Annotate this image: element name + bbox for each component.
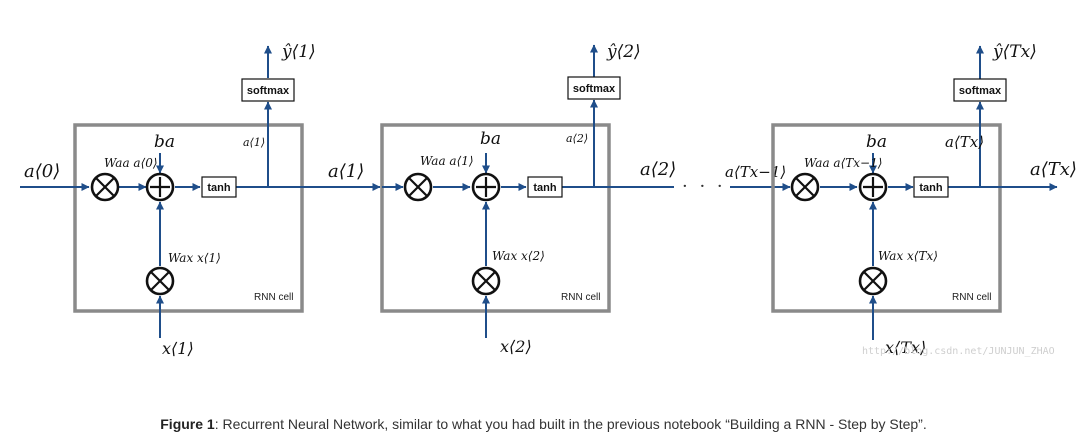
softmax-label: softmax — [959, 85, 1002, 97]
tanh-label: tanh — [207, 182, 231, 194]
softmax-label: softmax — [573, 83, 616, 95]
hidden-state-label: a⟨1⟩ — [243, 136, 265, 149]
figure-caption: Figure 1: Recurrent Neural Network, simi… — [0, 416, 1087, 432]
waa-term-label: Waa a⟨0⟩ — [104, 156, 158, 170]
wax-term-label: Wax x⟨2⟩ — [492, 249, 545, 263]
y-hat-label: ŷ⟨1⟩ — [281, 42, 316, 62]
cell-label: RNN cell — [254, 292, 293, 303]
x-input-label: x⟨Tx⟩ — [885, 338, 926, 357]
ellipsis: · · · — [682, 176, 726, 197]
cell-label: RNN cell — [952, 292, 991, 303]
tanh-label: tanh — [919, 182, 943, 194]
softmax-box — [953, 78, 1007, 102]
state-label-2: a⟨2⟩ — [640, 159, 676, 180]
wax-term-label: Wax x⟨Tx⟩ — [878, 249, 938, 263]
rnn-diagram: RNN cell tanh softmax ŷ⟨1⟩ a⟨1⟩ ba Waa a… — [20, 42, 1077, 358]
wax-term-label: Wax x⟨1⟩ — [168, 251, 221, 265]
y-hat-label: ŷ⟨2⟩ — [606, 42, 641, 62]
initial-state-label: a⟨0⟩ — [24, 161, 60, 182]
cell-frame — [380, 123, 611, 313]
multiply-icon — [863, 271, 883, 291]
bias-label: ba — [154, 132, 175, 152]
state-label-tx-1: a⟨Tx−1⟩ — [725, 163, 786, 181]
state-label-1: a⟨1⟩ — [328, 161, 364, 182]
watermark: http://blog.csdn.net/JUNJUN_ZHAO — [862, 346, 1055, 357]
multiply-icon — [95, 177, 115, 197]
rnn-cell-tx: RNN cell tanh softmax ŷ⟨Tx⟩ a⟨Tx⟩ ba Waa… — [730, 42, 1058, 357]
softmax-box — [241, 78, 295, 102]
tanh-box — [527, 176, 563, 198]
tanh-box — [913, 176, 949, 198]
multiply-icon — [795, 177, 815, 197]
waa-term-label: Waa a⟨Tx−1⟩ — [804, 156, 882, 170]
multiply-icon — [150, 271, 170, 291]
cell-frame — [771, 123, 1002, 313]
hidden-state-label: a⟨2⟩ — [566, 132, 588, 145]
bias-label: ba — [866, 132, 887, 152]
multiply-icon — [408, 177, 428, 197]
bias-label: ba — [480, 129, 501, 149]
caption-label: Figure 1 — [160, 416, 215, 432]
tanh-box — [201, 176, 237, 198]
cell-label: RNN cell — [561, 292, 600, 303]
caption-text: : Recurrent Neural Network, similar to w… — [214, 416, 927, 432]
softmax-box — [567, 76, 621, 100]
cell-frame — [73, 123, 304, 313]
softmax-label: softmax — [247, 85, 290, 97]
multiply-icon — [476, 271, 496, 291]
rnn-cell-1: RNN cell tanh softmax ŷ⟨1⟩ a⟨1⟩ ba Waa a… — [20, 42, 381, 358]
y-hat-label: ŷ⟨Tx⟩ — [992, 42, 1037, 62]
waa-term-label: Waa a⟨1⟩ — [420, 154, 474, 168]
tanh-label: tanh — [533, 182, 557, 194]
hidden-state-label: a⟨Tx⟩ — [945, 133, 984, 151]
x-input-label: x⟨2⟩ — [500, 337, 532, 356]
x-input-label: x⟨1⟩ — [162, 339, 194, 358]
final-state-label: a⟨Tx⟩ — [1030, 159, 1077, 180]
rnn-cell-2: RNN cell tanh softmax ŷ⟨2⟩ a⟨2⟩ ba Waa a… — [380, 42, 674, 356]
